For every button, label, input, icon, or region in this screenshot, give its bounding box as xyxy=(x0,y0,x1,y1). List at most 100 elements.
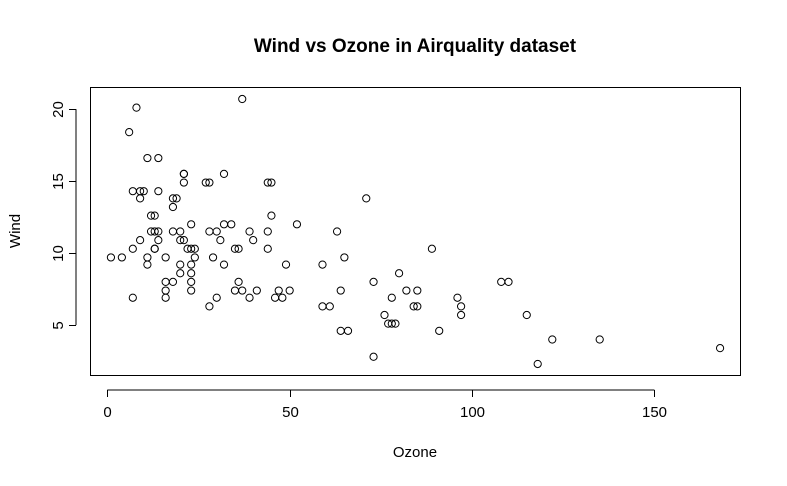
data-point xyxy=(413,302,422,311)
x-tick-label: 150 xyxy=(642,404,667,421)
data-point xyxy=(369,277,378,286)
data-point xyxy=(187,244,196,253)
data-point xyxy=(161,253,170,262)
data-point xyxy=(245,227,254,236)
data-point xyxy=(252,286,261,295)
data-point xyxy=(154,153,163,163)
data-point xyxy=(230,244,240,253)
data-point xyxy=(219,260,229,269)
data-point xyxy=(522,310,531,320)
x-tick-label: 0 xyxy=(103,404,111,421)
data-point xyxy=(190,244,199,253)
data-point xyxy=(150,211,159,220)
data-point xyxy=(230,286,240,295)
data-point xyxy=(212,227,221,236)
data-point xyxy=(146,227,156,236)
data-point xyxy=(146,211,156,220)
data-point xyxy=(150,244,159,253)
chart-title: Wind vs Ozone in Airquality dataset xyxy=(254,36,577,57)
data-point xyxy=(263,227,272,236)
data-point xyxy=(179,236,188,245)
data-point xyxy=(227,220,236,229)
data-point xyxy=(205,302,214,311)
y-tick-label: 5 xyxy=(50,321,67,329)
data-point xyxy=(456,310,466,320)
y-axis-label: Wind xyxy=(7,214,24,248)
data-point xyxy=(187,269,196,278)
data-point xyxy=(219,169,229,178)
data-point xyxy=(278,293,287,302)
data-point xyxy=(168,227,178,236)
data-point xyxy=(187,286,196,295)
data-point xyxy=(139,187,148,196)
data-point xyxy=(336,326,345,335)
y-tick-label: 10 xyxy=(50,245,67,262)
data-point xyxy=(187,220,196,229)
data-point xyxy=(270,293,280,302)
data-point xyxy=(409,302,418,311)
data-point xyxy=(205,227,214,236)
data-point xyxy=(427,244,437,253)
data-point xyxy=(128,244,137,253)
data-point xyxy=(205,178,214,187)
data-point xyxy=(548,335,557,344)
data-point xyxy=(245,293,254,302)
data-point xyxy=(267,178,276,187)
plot-frame xyxy=(90,87,741,376)
data-point xyxy=(292,220,302,229)
data-point xyxy=(161,293,170,302)
x-axis: 0 50 100 150 xyxy=(103,389,667,421)
data-point xyxy=(340,253,349,262)
data-point xyxy=(187,277,196,286)
data-point xyxy=(234,244,243,253)
data-point xyxy=(168,202,178,212)
data-point xyxy=(362,194,371,203)
data-point xyxy=(212,293,221,302)
data-point xyxy=(136,194,145,203)
data-point xyxy=(117,253,126,262)
data-point xyxy=(413,286,422,295)
y-tick-label: 20 xyxy=(50,101,67,118)
data-point xyxy=(391,319,400,328)
data-points xyxy=(106,94,725,369)
data-point xyxy=(387,293,396,302)
data-point xyxy=(435,326,444,335)
data-point xyxy=(143,253,152,262)
data-point xyxy=(125,128,134,137)
data-point xyxy=(533,359,542,369)
data-point xyxy=(402,286,411,295)
data-point xyxy=(274,286,283,295)
data-point xyxy=(238,94,247,104)
data-point xyxy=(208,253,218,262)
data-point xyxy=(325,302,334,311)
data-point xyxy=(219,220,229,229)
data-point xyxy=(285,286,294,295)
data-point xyxy=(343,326,353,335)
data-point xyxy=(179,169,188,178)
data-point xyxy=(168,194,178,203)
data-point xyxy=(453,293,462,302)
x-tick-label: 50 xyxy=(282,404,299,421)
data-point xyxy=(267,211,276,220)
data-point xyxy=(249,236,258,245)
data-point xyxy=(187,260,196,269)
data-point xyxy=(504,277,513,286)
data-point xyxy=(143,260,152,269)
data-point xyxy=(318,260,327,269)
data-point xyxy=(318,302,327,311)
data-point xyxy=(281,260,291,269)
y-tick-label: 15 xyxy=(50,173,67,190)
data-point xyxy=(179,178,188,187)
data-point xyxy=(216,236,225,245)
data-point xyxy=(394,269,404,278)
data-point xyxy=(497,277,506,286)
data-point xyxy=(132,103,141,112)
data-point xyxy=(172,194,181,203)
data-point xyxy=(128,293,137,302)
data-point xyxy=(143,153,152,163)
data-point xyxy=(456,302,466,311)
data-point xyxy=(154,236,163,245)
data-point xyxy=(595,335,604,344)
x-axis-label: Ozone xyxy=(393,444,437,461)
data-point xyxy=(176,227,185,236)
